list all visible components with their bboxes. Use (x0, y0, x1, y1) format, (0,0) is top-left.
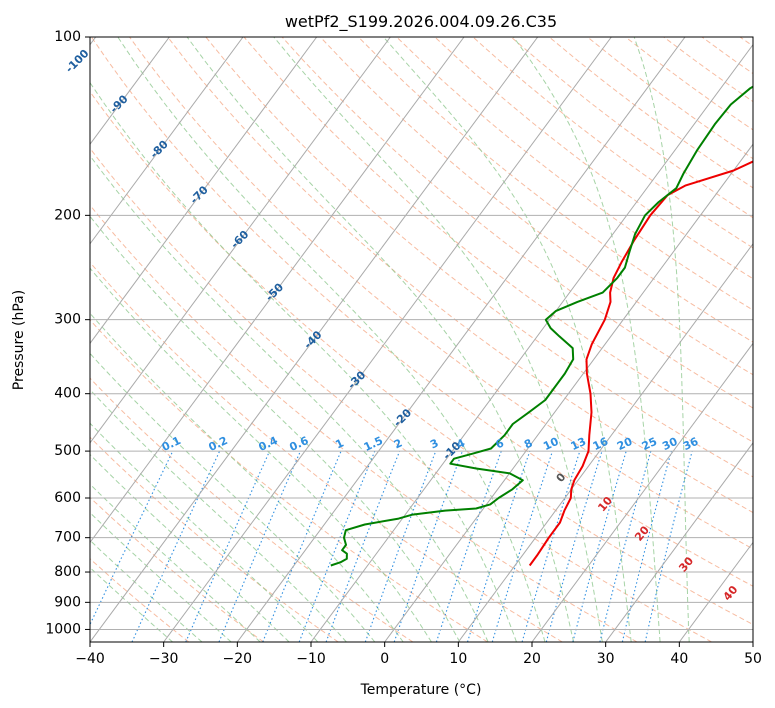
y-tick-label: 600 (54, 490, 81, 506)
isotherm-line (310, 43, 753, 642)
moist-adiabat-line (273, 37, 603, 642)
dewpoint-profile-line (330, 85, 753, 567)
moist-adiabat-line (383, 37, 632, 642)
mixing-ratio-line (599, 450, 652, 642)
dry-adiabat-line (243, 37, 753, 443)
dry-adiabat-line (90, 147, 712, 642)
mixing-ratio-line (325, 450, 401, 642)
x-tick-label: 0 (380, 651, 389, 667)
temperature-profile-line (528, 160, 753, 567)
moist-adiabat-line (90, 352, 376, 642)
mixing-ratio-line (435, 450, 502, 642)
dry-adiabat-line (90, 319, 488, 642)
x-tick-label: −40 (75, 651, 105, 667)
mixing-ratio-line (262, 450, 342, 642)
y-axis-label: Pressure (hPa) (11, 290, 27, 390)
mixing-ratio-line (521, 450, 581, 642)
isotherm-line (236, 37, 686, 642)
mixing-ratio-line (218, 450, 302, 642)
mixing-ratio-line (491, 450, 554, 642)
plot-frame (89, 36, 754, 643)
dry-adiabat-line (167, 37, 753, 514)
y-tick-label: 100 (54, 29, 81, 45)
mixing-ratio-line (466, 450, 531, 642)
moist-adiabat-line (90, 154, 489, 642)
mixing-ratio-line (621, 450, 672, 642)
dry-adiabat-line (90, 204, 638, 642)
x-tick-label: 20 (523, 651, 541, 667)
sounding-lines (330, 85, 753, 567)
moist-adiabat-line (513, 37, 661, 642)
dry-adiabat-line (281, 37, 753, 409)
mixing-ratio-label: 16 (591, 435, 611, 453)
mixing-ratio-line (572, 450, 627, 642)
axis-ticks: −40 −30 −20 −10 0 10 20 30 40 50 100 200 300 400 500 60… (45, 29, 762, 667)
isotherm-line (90, 37, 244, 245)
chart-title: wetPf2_S199.2026.004.09.26.C35 (285, 12, 557, 32)
dry-adiabat-line (90, 261, 563, 642)
isotherm-line (384, 143, 753, 642)
dry-adiabat-line (396, 37, 753, 311)
mixing-ratio-label: 30 (660, 435, 680, 453)
moist-adiabat-line (90, 453, 290, 642)
x-tick-label: 40 (670, 651, 688, 667)
y-tick-label: 700 (54, 530, 81, 546)
moist-adiabat-line (90, 215, 461, 642)
isotherm-line (90, 37, 539, 642)
moist-adiabat-line (90, 81, 517, 642)
x-tick-label: −10 (296, 651, 326, 667)
y-tick-label: 400 (54, 386, 81, 402)
isotherm-line (90, 37, 318, 345)
dry-adiabat-line (90, 558, 190, 642)
x-tick-label: −30 (149, 651, 179, 667)
moist-adiabat-line (90, 267, 432, 642)
moist-adiabat-line (90, 422, 319, 642)
isotherm-line (90, 37, 391, 444)
y-tick-label: 1000 (45, 621, 81, 637)
x-tick-label: 50 (744, 651, 762, 667)
moist-adiabat-line (186, 37, 575, 642)
x-tick-label: −20 (223, 651, 253, 667)
y-tick-label: 900 (54, 594, 81, 610)
moist-adiabat-line (117, 37, 546, 642)
mixing-ratio-line (545, 450, 603, 642)
moist-adiabat-line (633, 37, 690, 642)
mixing-ratio-line (298, 450, 376, 642)
dry-adiabat-line (90, 90, 753, 626)
isotherm-line (90, 37, 170, 146)
isotherm-line (163, 37, 612, 642)
mixing-ratio-label: 25 (640, 435, 659, 453)
y-tick-label: 200 (54, 207, 81, 223)
mixing-ratio-label: 20 (615, 435, 635, 453)
mixing-ratio-line (185, 450, 271, 642)
mixing-ratio-label: 13 (569, 435, 588, 453)
isotherm-line (457, 242, 753, 642)
isotherm-line (605, 442, 753, 642)
y-tick-label: 300 (54, 312, 81, 328)
mixing-ratio-label: 36 (681, 435, 701, 453)
mixing-ratio-line (364, 450, 437, 642)
x-tick-label: 10 (449, 651, 467, 667)
background-grid (90, 37, 753, 642)
moist-adiabat-line (90, 483, 261, 642)
isotherm-line (90, 37, 465, 544)
x-tick-label: 30 (597, 651, 615, 667)
y-tick-label: 800 (54, 564, 81, 580)
moist-adiabat-line (90, 312, 404, 642)
y-tick-label: 500 (54, 443, 81, 459)
x-axis-label: Temperature (°C) (360, 682, 482, 698)
isotherm-line (531, 342, 753, 642)
moist-adiabat-line (90, 389, 347, 642)
mixing-ratio-label: 10 (541, 435, 561, 453)
